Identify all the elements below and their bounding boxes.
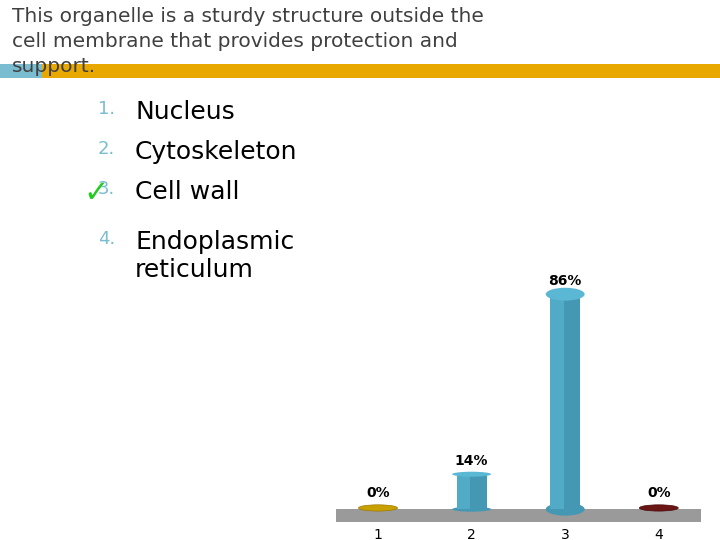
Text: This organelle is a sturdy structure outside the: This organelle is a sturdy structure out… (12, 7, 484, 26)
Ellipse shape (546, 503, 585, 516)
Text: support.: support. (12, 57, 96, 76)
Bar (456, 474, 487, 509)
Text: 3.: 3. (98, 180, 115, 198)
Text: 4: 4 (654, 528, 663, 540)
Polygon shape (336, 509, 701, 522)
Bar (456, 474, 470, 509)
Text: 3: 3 (561, 528, 570, 540)
Text: 2.: 2. (98, 140, 115, 158)
Bar (550, 294, 580, 509)
Text: 0%: 0% (647, 487, 670, 501)
Text: 1: 1 (374, 528, 382, 540)
Ellipse shape (359, 505, 397, 511)
Text: Cell wall: Cell wall (135, 180, 240, 204)
Text: Cytoskeleton: Cytoskeleton (135, 140, 297, 164)
Bar (0, 64, 720, 78)
Text: cell membrane that provides protection and: cell membrane that provides protection a… (12, 32, 458, 51)
Ellipse shape (639, 505, 678, 511)
Text: Nucleus: Nucleus (135, 100, 235, 124)
Text: 2: 2 (467, 528, 476, 540)
Text: 1.: 1. (98, 100, 115, 118)
Text: Endoplasmic
reticulum: Endoplasmic reticulum (135, 230, 294, 282)
Ellipse shape (546, 288, 585, 301)
Text: 4.: 4. (98, 230, 115, 248)
Ellipse shape (452, 472, 491, 477)
Text: 86%: 86% (549, 274, 582, 288)
Text: 14%: 14% (455, 454, 488, 468)
Text: 0%: 0% (366, 487, 390, 501)
Bar (550, 294, 564, 509)
Text: ✓: ✓ (83, 179, 109, 208)
Bar (0, 64, 42, 78)
Ellipse shape (452, 507, 491, 512)
